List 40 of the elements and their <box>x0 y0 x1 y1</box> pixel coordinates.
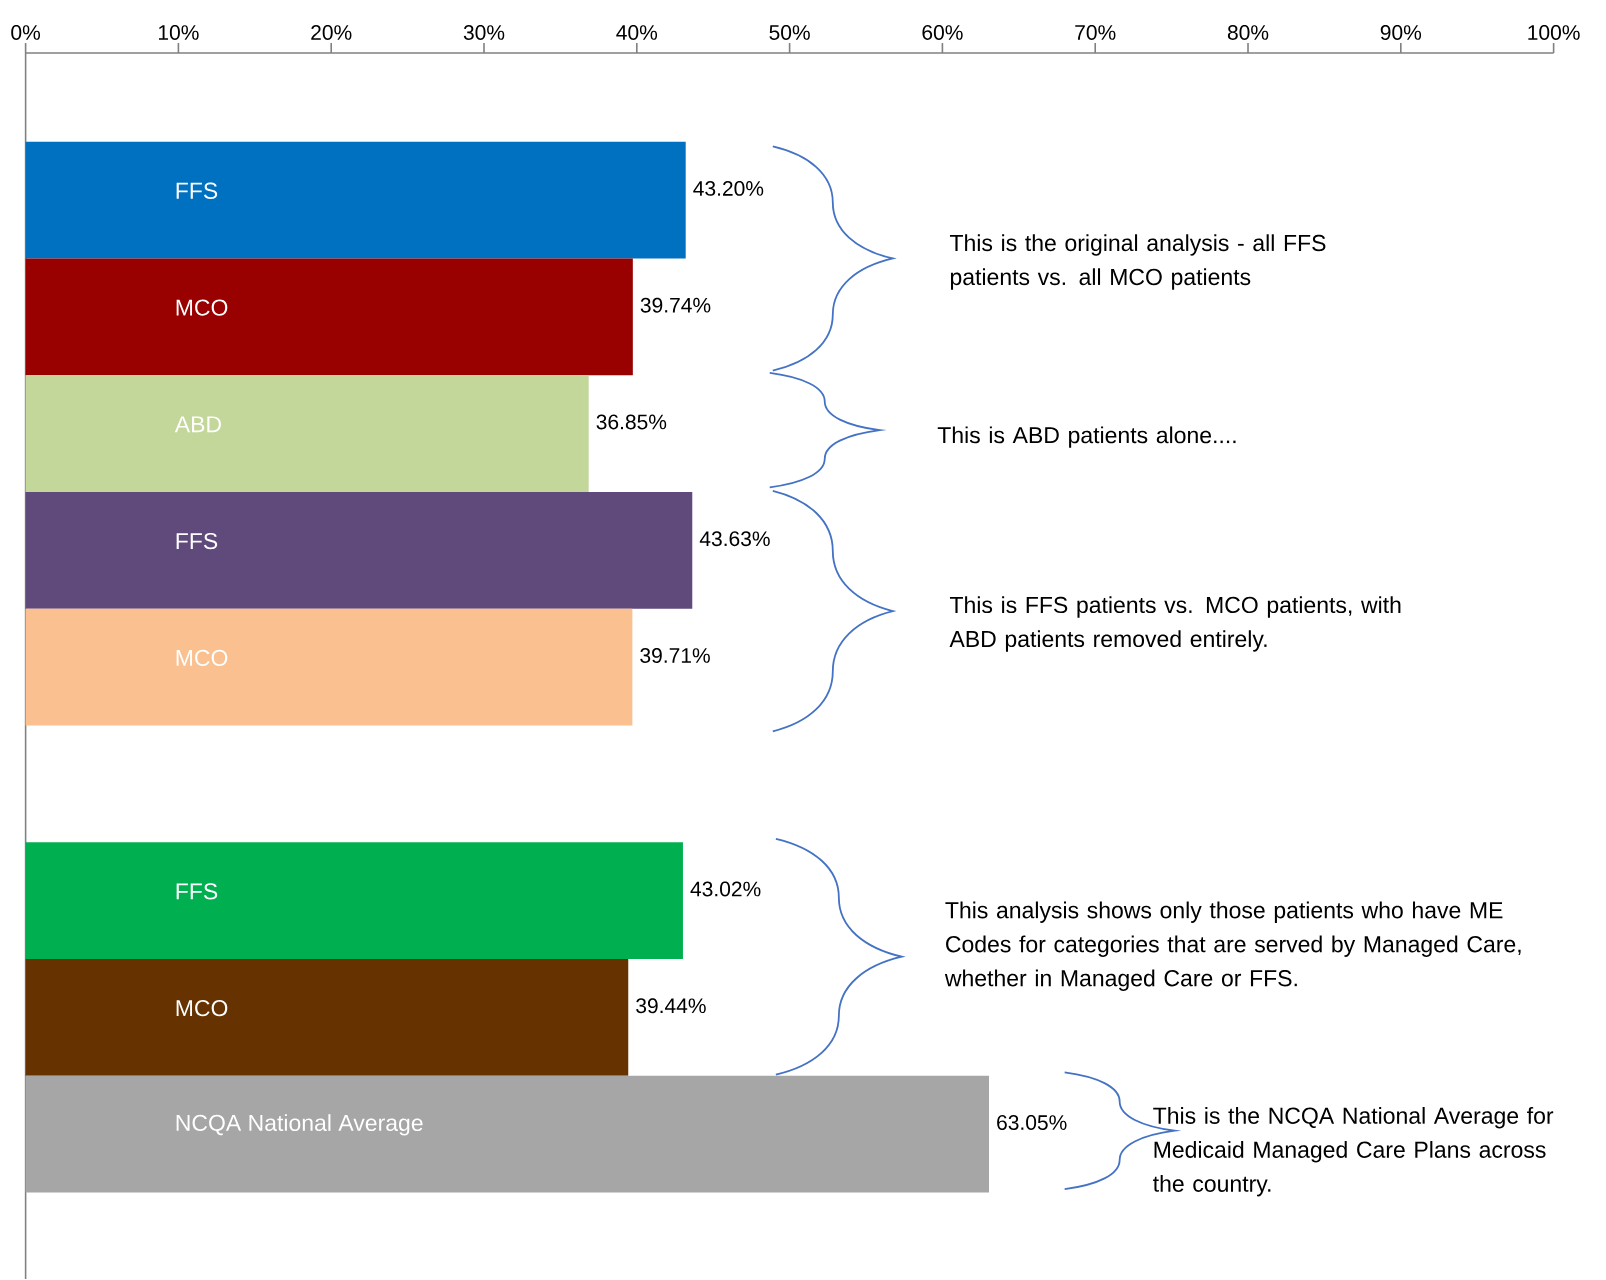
x-tick-label: 10% <box>158 25 199 41</box>
bar <box>25 608 633 726</box>
data-label: 39.44% <box>636 998 706 1014</box>
x-tick-label: 70% <box>1075 25 1116 41</box>
bar <box>25 492 693 609</box>
y-tick-label: MCO <box>176 649 228 667</box>
data-label: 43.63% <box>699 531 770 547</box>
annotation: This is FFS patients vs. MCO patients, with ABD patients removed entirely. <box>949 596 1401 652</box>
y-tick-label: MCO <box>176 1000 228 1017</box>
x-tick-label: 20% <box>311 25 352 41</box>
annotation: This analysis shows only those patients who have ME Codes for categories that are served by Managed Care, whether in Managed Care or FFS. <box>944 901 1521 992</box>
data-label: 63.05% <box>997 1115 1067 1131</box>
data-label: 39.74% <box>640 297 711 313</box>
y-tick-label: FFS <box>176 883 218 900</box>
bar <box>25 141 686 259</box>
data-label: 43.20% <box>693 181 764 196</box>
data-label: 36.85% <box>596 414 667 430</box>
bar <box>25 258 633 376</box>
y-tick-label: MCO <box>176 299 228 316</box>
bar <box>25 959 629 1076</box>
bar <box>25 842 683 960</box>
x-tick-label: 50% <box>769 25 810 41</box>
bar <box>25 375 589 493</box>
data-label: 39.71% <box>640 648 710 664</box>
y-tick-label: FFS <box>176 533 218 550</box>
y-tick-label: ABD <box>174 416 221 433</box>
x-tick-label: 0% <box>11 25 41 41</box>
annotation: This is the original analysis - all FFS patients vs. all MCO patients <box>949 234 1326 290</box>
data-label: 43.02% <box>690 881 761 897</box>
annotation: This is the NCQA National Average for Medicaid Managed Care Plans across the country. <box>1153 1107 1554 1197</box>
x-tick-label: 60% <box>922 25 963 41</box>
annotation: This is ABD patients alone.... <box>937 426 1236 448</box>
x-tick-label: 40% <box>616 25 658 41</box>
y-tick-label: NCQA National Average <box>176 1114 423 1136</box>
x-tick-label: 90% <box>1380 25 1422 41</box>
y-tick-label: FFS <box>176 182 218 199</box>
x-tick-label: 30% <box>463 25 505 41</box>
x-tick-label: 100% <box>1528 25 1580 41</box>
x-tick-label: 80% <box>1227 25 1269 41</box>
bar <box>25 1075 990 1193</box>
